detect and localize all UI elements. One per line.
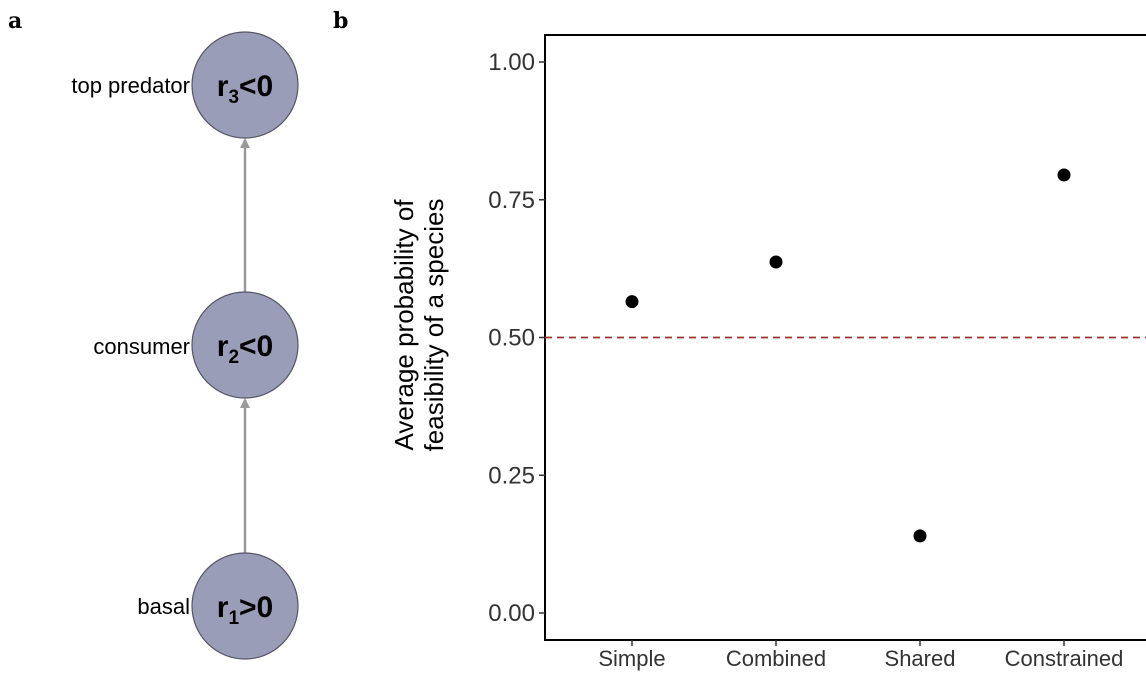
node-basal: r1>0 basal	[137, 552, 299, 660]
x-tick-label: Simple	[598, 646, 665, 671]
x-tick-label: Combined	[726, 646, 826, 671]
node-circle-basal	[191, 552, 299, 660]
data-point-shared	[913, 529, 927, 543]
y-tick-label: 0.75	[488, 187, 535, 214]
node-circle-consumer	[191, 291, 299, 399]
y-axis-title-line-2: feasibility of a species	[419, 199, 449, 452]
node-rate-basal: r1>0	[217, 591, 273, 629]
panel-label-a: a	[8, 8, 22, 34]
node-label-consumer: consumer	[93, 334, 190, 359]
y-axis: 0.00 0.25 0.50 0.75 1.00	[488, 49, 545, 627]
x-tick-label: Constrained	[1005, 646, 1124, 671]
node-label-basal: basal	[137, 594, 190, 619]
feasibility-chart: Average probability of feasibility of a …	[389, 34, 1146, 671]
node-rate-consumer: r2<0	[217, 330, 273, 368]
node-top-predator: r3<0 top predator	[71, 31, 299, 139]
node-consumer: r2<0 consumer	[93, 291, 299, 399]
y-tick-label: 0.50	[488, 325, 535, 352]
y-tick-label: 1.00	[488, 49, 535, 76]
food-web-diagram: r3<0 top predator r2<0 consumer r1>0 bas…	[71, 31, 299, 660]
y-tick-label: 0.25	[488, 462, 535, 489]
node-circle-top-predator	[191, 31, 299, 139]
data-point-constrained	[1057, 168, 1071, 182]
data-point-simple	[625, 295, 639, 309]
node-label-top-predator: top predator	[71, 73, 190, 98]
panel-label-b: b	[333, 8, 348, 34]
data-points	[625, 168, 1071, 543]
y-axis-title: Average probability of feasibility of a …	[389, 199, 449, 452]
y-tick-label: 0.00	[488, 600, 535, 627]
data-point-combined	[769, 255, 783, 269]
node-rate-top-predator: r3<0	[217, 70, 273, 108]
x-axis: Simple Combined Shared Constrained	[598, 640, 1123, 671]
x-tick-label: Shared	[885, 646, 956, 671]
y-axis-title-line-1: Average probability of	[389, 199, 419, 451]
